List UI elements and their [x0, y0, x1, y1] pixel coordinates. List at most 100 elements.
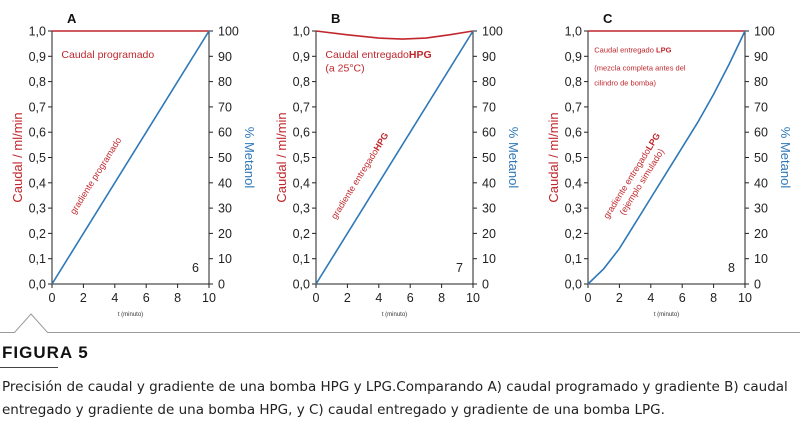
y-tick-label-right: 60: [218, 126, 232, 140]
y-tick-label-left: 1,0: [293, 25, 310, 39]
y-tick-label-left: 0,2: [29, 227, 46, 241]
gradient-series-label: gradiente entregadoHPG: [329, 131, 391, 221]
y-tick-label-left: 1,0: [565, 25, 582, 39]
y-tick-label-right: 80: [218, 75, 232, 89]
annotation-text: (mezcla completa antes del: [594, 63, 686, 72]
y-tick-label-right: 70: [754, 100, 768, 114]
y-tick-label-left: 0,6: [293, 126, 310, 140]
y-tick-label-left: 0,5: [293, 151, 310, 165]
flow-annotation: (a 25°C): [325, 63, 364, 75]
x-tick-label: 4: [375, 291, 382, 305]
annotation-text: Caudal programado: [61, 49, 154, 61]
y-tick-label-right: 50: [218, 151, 232, 165]
y-tick-label-left: 0,6: [29, 126, 46, 140]
y-tick-label-left: 0,3: [293, 202, 310, 216]
caption-rule: [0, 367, 58, 368]
y-tick-label-right: 50: [754, 151, 768, 165]
y-tick-label-left: 0,7: [29, 100, 46, 114]
y-tick-label-left: 0,5: [565, 151, 582, 165]
x-tick-label: 2: [344, 291, 351, 305]
y-tick-label-right: 20: [754, 227, 768, 241]
y-tick-label-left: 0,6: [565, 126, 582, 140]
y-tick-label-right: 90: [754, 50, 768, 64]
y-tick-label-left: 0,8: [293, 75, 310, 89]
gradient-label-text: gradiente entregado: [329, 147, 380, 221]
y-tick-label-right: 100: [482, 25, 503, 39]
x-tick-label: 4: [111, 291, 118, 305]
panel-label: C: [603, 11, 613, 26]
y-tick-label-left: 0,9: [29, 50, 46, 64]
gradient-series-line: [51, 30, 210, 285]
chart-panel-c: C0,00,10,20,30,40,50,60,70,80,91,0010203…: [546, 11, 793, 318]
y-tick-label-right: 90: [218, 50, 232, 64]
y-axis-title-right: % Metanol: [242, 127, 257, 189]
figure-caption: Precisión de caudal y gradiente de una b…: [2, 379, 788, 418]
y-tick-label-left: 0,3: [565, 202, 582, 216]
annotation-text: cilindro de bomba): [594, 79, 656, 88]
x-tick-label: 8: [438, 291, 445, 305]
x-tick-label: 2: [616, 291, 623, 305]
frame-divider: [0, 332, 800, 333]
flow-annotation: Caudal entregado LPG: [594, 46, 671, 55]
y-tick-label-right: 20: [482, 227, 496, 241]
x-tick-label: 0: [49, 291, 56, 305]
y-tick-label-right: 20: [218, 227, 232, 241]
y-tick-label-right: 0: [482, 278, 489, 292]
y-tick-label-left: 0,4: [29, 176, 46, 190]
y-tick-label-left: 0,3: [29, 202, 46, 216]
y-tick-label-right: 60: [754, 126, 768, 140]
y-tick-label-right: 70: [482, 100, 496, 114]
panel-number: 6: [192, 261, 199, 275]
y-tick-label-right: 40: [482, 176, 496, 190]
gradient-label-text: gradiente programado: [68, 136, 123, 216]
y-tick-label-left: 0,9: [293, 50, 310, 64]
gradient-series-line: [315, 30, 474, 285]
y-tick-label-left: 0,1: [293, 252, 310, 266]
y-axis-title-right: % Metanol: [778, 127, 793, 189]
gradient-series-label: gradiente programado: [68, 136, 123, 216]
y-tick-label-left: 0,7: [293, 100, 310, 114]
x-tick-label: 8: [174, 291, 181, 305]
panel-number: 7: [456, 261, 463, 275]
y-tick-label-right: 40: [754, 176, 768, 190]
y-tick-label-right: 90: [482, 50, 496, 64]
y-tick-label-right: 10: [482, 252, 496, 266]
flow-annotation: Caudal entregadoHPG: [325, 49, 431, 61]
x-tick-label: 0: [313, 291, 320, 305]
chart-panel-a: A0,00,10,20,30,40,50,60,70,80,91,0010203…: [10, 11, 257, 318]
y-axis-title-left: Caudal / ml/min: [10, 112, 25, 202]
y-tick-label-left: 0,0: [29, 278, 46, 292]
flow-annotation: cilindro de bomba): [594, 79, 656, 88]
annotation-bold: HPG: [409, 49, 432, 61]
y-tick-label-right: 60: [482, 126, 496, 140]
y-tick-label-left: 0,4: [293, 176, 310, 190]
panel-label: A: [67, 11, 77, 26]
chart-panel-b: B0,00,10,20,30,40,50,60,70,80,91,0010203…: [274, 11, 521, 318]
y-tick-label-left: 0,1: [29, 252, 46, 266]
flow-annotation: Caudal programado: [61, 49, 154, 61]
y-tick-label-right: 100: [218, 25, 239, 39]
gradient-series-line: [587, 30, 746, 285]
y-tick-label-left: 0,9: [565, 50, 582, 64]
y-tick-label-left: 0,0: [565, 278, 582, 292]
y-tick-label-left: 0,2: [293, 227, 310, 241]
frame-pointer-icon: [14, 313, 48, 333]
x-tick-label: 10: [738, 291, 752, 305]
y-tick-label-right: 10: [218, 252, 232, 266]
y-tick-label-right: 30: [754, 202, 768, 216]
y-tick-label-left: 0,7: [565, 100, 582, 114]
y-tick-label-left: 0,0: [293, 278, 310, 292]
y-tick-label-right: 0: [754, 278, 761, 292]
y-tick-label-left: 0,8: [29, 75, 46, 89]
y-tick-label-left: 0,4: [565, 176, 582, 190]
y-tick-label-right: 80: [754, 75, 768, 89]
annotation-text: Caudal entregado: [594, 46, 654, 55]
flow-series-line: [315, 30, 474, 40]
x-tick-label: 10: [466, 291, 480, 305]
y-tick-label-right: 50: [482, 151, 496, 165]
figure-charts: A0,00,10,20,30,40,50,60,70,80,91,0010203…: [10, 11, 793, 318]
y-tick-label-left: 0,1: [565, 252, 582, 266]
y-tick-label-right: 40: [218, 176, 232, 190]
y-tick-label-right: 30: [482, 202, 496, 216]
panel-number: 8: [728, 261, 735, 275]
